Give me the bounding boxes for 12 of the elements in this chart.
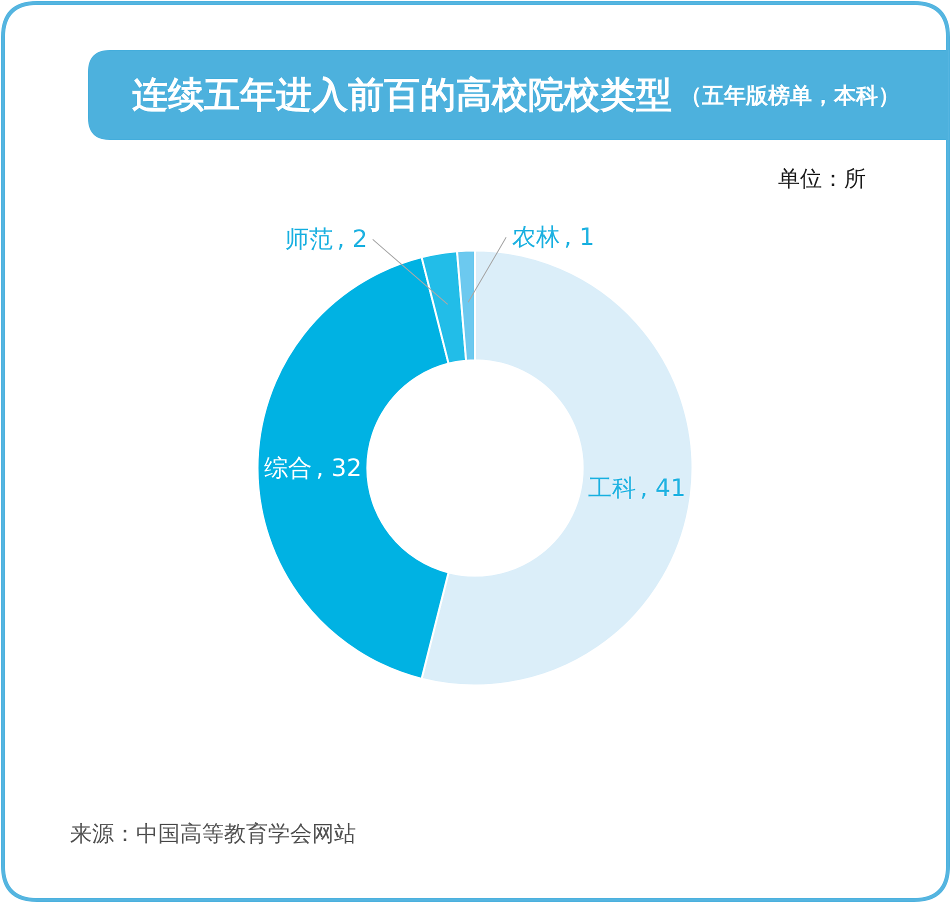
slice-label: 师范 xyxy=(285,225,333,253)
slice-label: 综合 xyxy=(264,454,312,482)
chart-title: 连续五年进入前百的高校院校类型 xyxy=(132,75,672,116)
source-note: 来源：中国高等教育学会网站 xyxy=(70,821,356,847)
text: （五年版榜单，本科） xyxy=(680,84,900,109)
text: 单位：所 xyxy=(778,167,866,192)
slice-label: 农林 xyxy=(512,223,560,251)
data-label: , 32 xyxy=(316,454,362,482)
data-label: , 1 xyxy=(564,223,595,251)
slice-label: 工科 xyxy=(588,474,636,502)
data-label: , 2 xyxy=(337,225,368,253)
data-label: , 41 xyxy=(640,474,686,502)
